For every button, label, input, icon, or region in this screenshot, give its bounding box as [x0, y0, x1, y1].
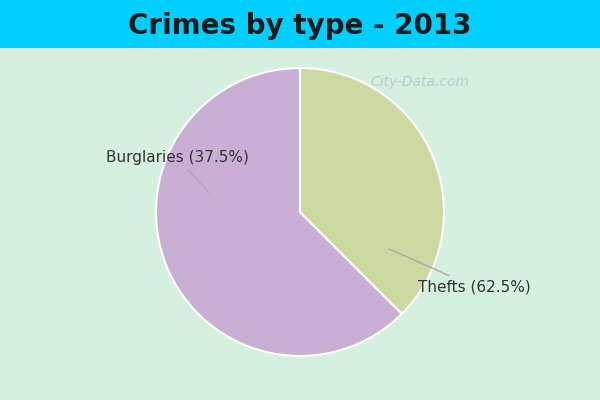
Text: City-Data.com: City-Data.com: [370, 75, 469, 89]
Text: Burglaries (37.5%): Burglaries (37.5%): [106, 150, 248, 193]
Text: Crimes by type - 2013: Crimes by type - 2013: [128, 12, 472, 40]
Text: Thefts (62.5%): Thefts (62.5%): [389, 249, 531, 294]
Wedge shape: [300, 68, 444, 314]
Wedge shape: [156, 68, 402, 356]
